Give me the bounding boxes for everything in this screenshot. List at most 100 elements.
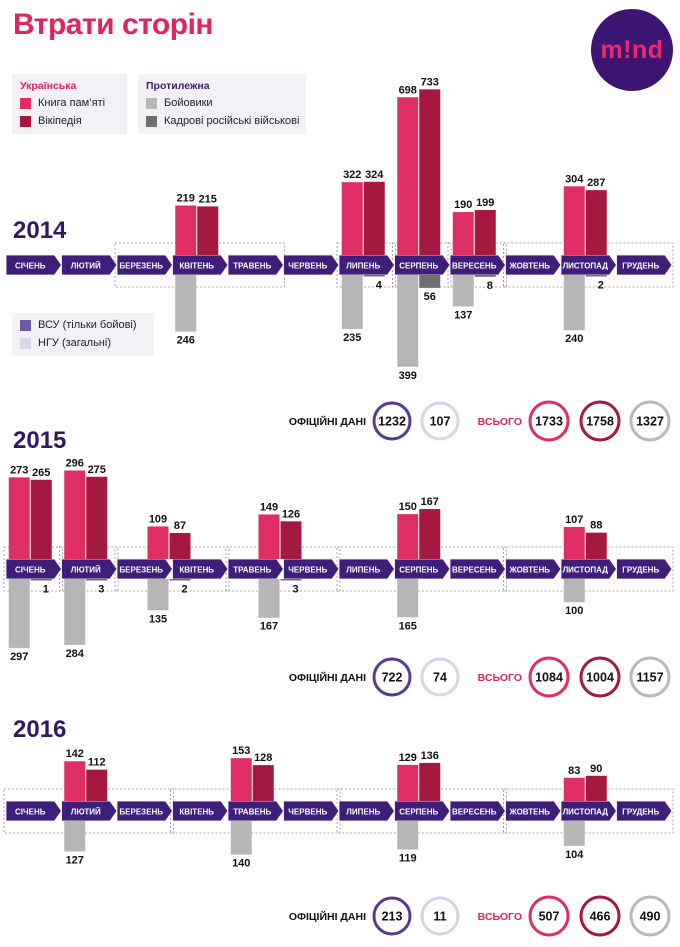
month-label-2016-9: ЖОВТЕНЬ	[508, 808, 550, 817]
bar-boyoviki-2014-4	[563, 275, 585, 331]
value-label-kadrovi-2015-0: 1	[43, 584, 49, 596]
value-label-kniga-2014-2: 698	[399, 84, 417, 96]
bar-boyoviki-2016-2	[397, 821, 419, 850]
total-circle-2016-0	[528, 895, 570, 937]
month-segment-2016-5	[283, 800, 340, 822]
total-value-2015-1: 1004	[586, 671, 614, 685]
month-segment-2014-9	[505, 254, 562, 276]
value-label-kniga-2015-0: 273	[10, 464, 28, 476]
month-label-2015-9: ЖОВТЕНЬ	[508, 566, 550, 575]
bar-boyoviki-2016-1	[230, 821, 252, 855]
official-label-2014: ОФІЦІЙНІ ДАНІ	[289, 415, 366, 428]
total-value-2016-0: 507	[539, 910, 560, 924]
value-label-kniga-2016-0: 142	[66, 748, 84, 760]
month-label-2016-11: ГРУДЕНЬ	[622, 808, 659, 817]
month-label-2016-3: КВІТЕНЬ	[179, 808, 214, 817]
value-label-wiki-2016-2: 136	[421, 750, 439, 762]
bar-boyoviki-2015-2	[147, 579, 169, 611]
bar-kadrovi-2015-1	[86, 579, 108, 581]
value-label-boyoviki-2016-0: 127	[66, 854, 84, 866]
swatch-ngu	[20, 337, 31, 349]
total-value-2015-2: 1157	[636, 671, 663, 685]
bar-kniga-2014-2	[397, 97, 419, 255]
bar-wiki-2014-0	[197, 206, 219, 255]
month-segment-2014-2	[116, 254, 173, 276]
month-label-2015-1: ЛЮТИЙ	[71, 566, 101, 575]
value-label-kniga-2015-2: 109	[149, 513, 167, 525]
value-label-wiki-2015-4: 167	[421, 496, 439, 508]
total-label-2016: ВСЬОГО	[478, 911, 522, 923]
bar-wiki-2014-3	[474, 210, 496, 255]
value-label-boyoviki-2014-1: 235	[343, 332, 361, 344]
bar-boyoviki-2015-4	[397, 579, 419, 618]
value-label-wiki-2015-1: 275	[88, 464, 106, 476]
bar-kniga-2016-3	[563, 777, 585, 801]
bar-kadrovi-2014-3	[474, 275, 496, 277]
official-circle-2014-0	[372, 401, 412, 441]
official-circle-2016-1	[420, 896, 460, 936]
bar-boyoviki-2015-1	[64, 579, 86, 645]
bar-wiki-2015-2	[169, 532, 191, 559]
month-label-2015-10: ЛИСТОПАД	[563, 566, 609, 575]
total-value-2014-0: 1733	[535, 415, 563, 429]
value-label-boyoviki-2014-3: 137	[454, 310, 472, 322]
legend-item-vsu: ВСУ (тільки бойові)	[20, 319, 137, 331]
total-label-2014: ВСЬОГО	[478, 416, 522, 428]
legend-opposing	[138, 74, 306, 134]
bar-boyoviki-2014-1	[341, 275, 363, 330]
value-label-kadrovi-2014-2: 56	[424, 291, 436, 303]
bar-boyoviki-2015-3	[258, 579, 280, 618]
value-label-wiki-2014-0: 215	[199, 193, 217, 205]
legend-kniga-label: Книга пам’яті	[38, 97, 106, 109]
value-label-wiki-2016-3: 90	[590, 763, 602, 775]
total-value-2016-1: 466	[590, 910, 611, 924]
month-label-2016-6: ЛИПЕНЬ	[346, 808, 380, 817]
legend-ngu-label: НГУ (загальні)	[38, 337, 111, 349]
total-circle-2015-0	[528, 656, 570, 698]
bar-kniga-2014-3	[452, 212, 474, 255]
official-value-2016-0: 213	[382, 910, 403, 924]
bar-wiki-2016-1	[252, 765, 274, 801]
month-label-2014-3: КВІТЕНЬ	[179, 262, 214, 271]
bar-kadrovi-2014-1	[363, 275, 385, 277]
value-label-boyoviki-2016-2: 119	[399, 853, 417, 865]
value-label-boyoviki-2015-2: 135	[149, 613, 167, 625]
value-label-boyoviki-2014-4: 240	[565, 333, 583, 345]
value-label-wiki-2014-1: 324	[365, 169, 384, 181]
month-segment-2016-0	[5, 800, 62, 822]
month-label-2015-5: ЧЕРВЕНЬ	[288, 566, 327, 575]
month-segment-2016-6	[338, 800, 395, 822]
month-label-2015-0: СІЧЕНЬ	[15, 566, 46, 575]
month-segment-2015-9	[505, 558, 562, 580]
value-label-boyoviki-2014-2: 399	[399, 370, 417, 382]
month-segment-2015-8	[449, 558, 506, 580]
official-value-2015-1: 74	[433, 671, 447, 685]
month-label-2015-11: ГРУДЕНЬ	[622, 566, 659, 575]
month-segment-2014-0	[5, 254, 62, 276]
legend-kadrovi-label: Кадрові російські військові	[164, 115, 300, 127]
month-segment-2016-3	[172, 800, 229, 822]
month-label-2015-8: ВЕРЕСЕНЬ	[452, 566, 497, 575]
swatch-boyoviki	[146, 97, 157, 109]
month-segment-2014-5	[283, 254, 340, 276]
legend-item-wiki: Вікіпедія	[20, 115, 82, 127]
official-value-2016-1: 11	[433, 910, 446, 924]
value-label-wiki-2014-4: 287	[587, 177, 605, 189]
value-label-wiki-2015-2: 87	[174, 520, 186, 532]
bar-kniga-2016-1	[230, 758, 252, 801]
month-segment-2014-4	[227, 254, 284, 276]
value-label-kadrovi-2014-4: 2	[598, 280, 604, 292]
total-circle-2016-2	[629, 895, 671, 937]
official-circle-2015-0	[372, 657, 412, 697]
month-label-2015-2: БЕРЕЗЕНЬ	[119, 566, 163, 575]
value-label-kadrovi-2015-3: 3	[292, 584, 298, 596]
month-label-2014-7: СЕРПЕНЬ	[399, 262, 438, 271]
month-label-2016-8: ВЕРЕСЕНЬ	[452, 808, 497, 817]
official-value-2015-0: 722	[382, 671, 403, 685]
year-label-2015: 2015	[13, 427, 66, 454]
month-label-2015-3: КВІТЕНЬ	[179, 566, 214, 575]
bar-kniga-2015-5	[563, 527, 585, 559]
month-segment-2016-11	[616, 800, 673, 822]
month-label-2015-4: ТРАВЕНЬ	[233, 566, 271, 575]
bar-kniga-2016-2	[397, 764, 419, 801]
